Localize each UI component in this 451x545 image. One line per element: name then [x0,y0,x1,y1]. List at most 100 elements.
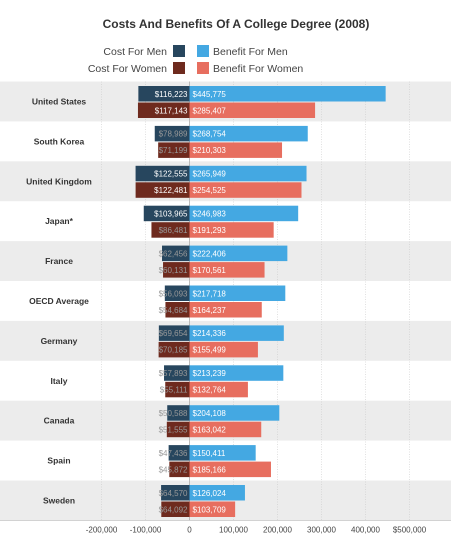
cost-label-men-south-korea: $78,989 [159,130,188,139]
benefit-label-women-sweden: $103,709 [193,505,227,514]
cost-bar-women-italy [165,381,190,398]
cost-label-women-italy: $55,111 [160,386,188,395]
benefit-bar-women-spain [189,461,271,478]
cost-bar-women-oecd-average [165,302,190,318]
benefit-bar-men-sweden [189,485,245,501]
cost-bar-men-spain [168,445,190,461]
benefit-label-men-germany: $214,336 [193,329,227,338]
cost-label-men-canada: $50,588 [159,409,188,418]
country-label-south-korea: South Korea [34,136,85,146]
cost-bar-women-united-kingdom [135,182,190,198]
country-label-sweden: Sweden [43,495,75,505]
cost-label-women-united-states: $117,143 [155,106,188,115]
benefit-label-men-italy: $213,239 [193,369,227,378]
tick-label: 100,000 [219,525,248,534]
cost-bar-women-japan [151,222,190,238]
benefit-bar-women-united-states [189,102,316,118]
benefit-bar-men-germany [189,325,284,341]
benefit-bar-women-france [189,262,265,278]
benefit-label-men-oecd-average: $217,718 [193,289,227,298]
legend-swatch-benefit-for-women [197,62,209,74]
benefit-bar-men-italy [189,365,284,381]
cost-label-women-france: $60,131 [159,266,188,275]
cost-bar-men-united-states [138,86,190,102]
tick-label: 300,000 [307,525,336,534]
legend-swatch-cost-for-women [173,62,185,74]
benefit-label-men-canada: $204,108 [193,409,227,418]
cost-bar-men-south-korea [154,125,190,142]
cost-label-men-united-kingdom: $122,555 [154,170,188,179]
cost-label-women-spain: $45,872 [159,465,188,474]
cost-label-women-japan: $86,481 [159,226,188,235]
cost-label-men-france: $62,456 [159,249,188,258]
cost-bar-men-oecd-average [164,285,190,301]
benefit-bar-men-france [189,245,288,262]
cost-label-women-united-kingdom: $122,481 [154,186,188,195]
country-labels: United States South Korea United Kingdom Ja… [26,96,92,505]
benefit-label-women-united-kingdom: $254,525 [193,186,227,195]
cost-label-women-germany: $70,185 [159,346,188,355]
chart-title: Costs And Benefits Of A College Degree (… [103,17,370,31]
cost-label-men-sweden: $64,570 [159,489,188,498]
benefit-label-men-spain: $150,411 [193,449,226,458]
benefit-label-men-united-kingdom: $265,949 [193,170,227,179]
benefit-label-women-france: $170,561 [193,266,227,275]
benefit-bar-women-sweden [189,501,236,517]
benefit-bar-women-oecd-average [189,302,262,318]
cost-bar-women-united-states [137,102,190,118]
legend-swatch-benefit-for-men [197,45,209,57]
benefit-label-men-south-korea: $268,754 [193,130,227,139]
benefit-label-women-germany: $155,499 [193,346,227,355]
tick-label: 200,000 [263,525,292,534]
cost-label-women-south-korea: $71,199 [159,146,188,155]
cost-label-men-japan: $103,965 [154,209,188,218]
benefit-label-women-united-states: $285,407 [193,106,227,115]
benefit-bar-men-united-kingdom [189,165,307,182]
cost-label-men-oecd-average: $56,093 [159,289,188,298]
cost-bar-women-germany [158,341,190,358]
x-axis: -200,000 -100,000 0 100,000 200,000 300,000 40… [0,520,451,534]
benefit-bar-men-canada [189,405,280,421]
benefit-bar-men-spain [189,445,256,461]
cost-bar-women-spain [169,461,190,478]
legend: Cost For Men Cost For Women Benefit For Me… [88,45,303,75]
benefit-bar-women-united-kingdom [189,182,302,198]
benefit-bar-women-south-korea [189,142,283,158]
benefit-bar-men-japan [189,205,299,222]
tick-label: -200,000 [86,525,118,534]
benefit-bar-women-italy [189,381,248,398]
cost-label-men-italy: $57,893 [159,369,188,378]
cost-label-women-canada: $51,555 [159,425,188,434]
cost-bar-men-sweden [161,485,190,501]
country-label-france: France [45,256,73,266]
country-label-oecd-average: OECD Average [29,296,89,306]
bars [135,86,386,517]
legend-label-benefit-for-men: Benefit For Men [213,46,288,58]
benefit-label-women-south-korea: $210,303 [193,146,227,155]
benefit-label-women-japan: $191,293 [193,226,227,235]
benefit-label-women-canada: $163,042 [193,425,227,434]
country-label-united-states: United States [32,96,87,106]
benefit-label-men-sweden: $126,024 [193,489,227,498]
benefit-bar-women-japan [189,222,274,238]
benefit-label-men-united-states: $445,775 [193,90,227,99]
legend-label-cost-for-men: Cost For Men [103,46,167,58]
benefit-label-men-france: $222,406 [193,249,227,258]
cost-label-women-oecd-average: $54,684 [159,306,188,315]
benefit-label-men-japan: $246,983 [193,209,227,218]
country-label-united-kingdom: United Kingdom [26,176,92,186]
cost-bar-women-canada [166,421,190,438]
legend-label-cost-for-women: Cost For Women [88,63,167,75]
cost-bar-women-south-korea [158,142,190,158]
benefit-bar-men-united-states [189,86,386,102]
benefit-bar-men-south-korea [189,125,308,142]
cost-label-men-germany: $69,654 [159,329,188,338]
benefit-bar-women-canada [189,421,262,438]
tick-label: 0 [187,525,192,534]
cost-bar-men-united-kingdom [135,165,190,182]
tick-label: -100,000 [130,525,162,534]
country-label-spain: Spain [47,456,70,466]
cost-bar-men-france [162,245,190,262]
cost-bar-men-japan [143,205,190,222]
